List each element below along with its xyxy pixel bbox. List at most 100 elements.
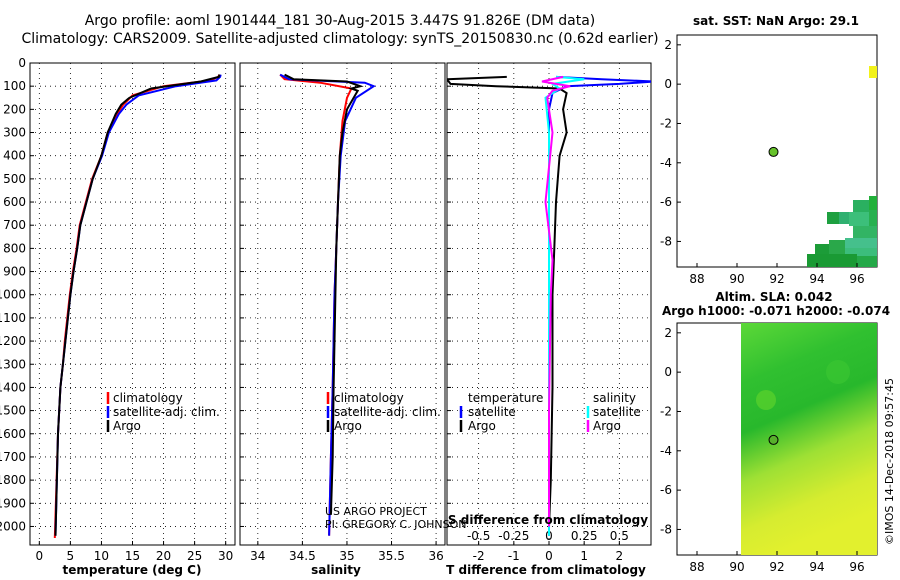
map-lat-label: 2 bbox=[664, 38, 672, 52]
x-tick-label: 35.5 bbox=[378, 549, 405, 563]
series-line-t-satellite bbox=[548, 75, 651, 536]
difference-legend: temperature satellite Argo salinity sate… bbox=[459, 391, 641, 433]
series-line-satellite bbox=[279, 73, 376, 536]
pressure-tick-label: 900 bbox=[3, 265, 26, 279]
pressure-tick-label: 500 bbox=[3, 172, 26, 186]
map-lon-label: 94 bbox=[809, 560, 824, 574]
grid-lines bbox=[30, 62, 651, 545]
series-line-argo bbox=[54, 74, 221, 536]
pressure-tick-labels: 0 100 200 300 400 500 600 700 800 900 1000 1100 1200… bbox=[0, 56, 26, 533]
pressure-tick-label: 1100 bbox=[0, 311, 26, 325]
salinity-legend: climatology satellite-adj. clim. Argo bbox=[326, 391, 441, 433]
map-lon-label: 88 bbox=[689, 272, 704, 286]
pressure-tick-label: 1700 bbox=[0, 450, 26, 464]
s-difference-xlabel: S difference from climatology bbox=[448, 513, 648, 527]
sla-map-title: Altim. SLA: 0.042 bbox=[715, 290, 832, 304]
map-lat-label: -2 bbox=[660, 116, 672, 130]
argo-position-marker bbox=[768, 146, 779, 157]
map-lon-label: 96 bbox=[849, 272, 864, 286]
legend-s-satellite: satellite bbox=[593, 405, 641, 419]
x-tick-label: 2 bbox=[616, 549, 624, 563]
x-tick-label: 20 bbox=[156, 549, 171, 563]
pressure-tick-label: 1600 bbox=[0, 427, 26, 441]
salinity-tick-labels: 34 34.5 35 35.5 36 bbox=[250, 549, 444, 563]
x-tick-label: 1 bbox=[580, 549, 588, 563]
map-lat-label: -6 bbox=[660, 195, 672, 209]
pressure-tick-label: 1900 bbox=[0, 496, 26, 510]
argo-position-marker bbox=[768, 434, 779, 445]
x2-tick-label: 0.25 bbox=[571, 529, 598, 543]
sla-map-subtitle: Argo h1000: -0.071 h2000: -0.074 bbox=[662, 304, 890, 318]
map-lon-label: 88 bbox=[689, 560, 704, 574]
map-lon-label: 92 bbox=[769, 272, 784, 286]
difference-tick-labels: -2 -1 0 1 2 -0.5 -0.25 0 0.25 0.5 bbox=[467, 529, 629, 563]
temperature-tick-labels: 0 5 10 15 20 25 30 bbox=[35, 549, 233, 563]
title-line-1: Argo profile: aoml 1901444_181 30-Aug-20… bbox=[85, 13, 596, 29]
credit-project: US ARGO PROJECT bbox=[325, 505, 427, 518]
sst-map-title: sat. SST: NaN Argo: 29.1 bbox=[693, 14, 859, 28]
x-tick-label: 34.5 bbox=[289, 549, 316, 563]
map-lat-label: 0 bbox=[664, 365, 672, 379]
title-line-2: Climatology: CARS2009. Satellite-adjuste… bbox=[21, 31, 658, 47]
x-tick-label: -2 bbox=[473, 549, 485, 563]
pressure-tick-label: 0 bbox=[18, 56, 26, 70]
series-line-s-argo bbox=[541, 75, 571, 527]
pressure-tick-label: 1000 bbox=[0, 288, 26, 302]
x-tick-label: 36 bbox=[428, 549, 443, 563]
sst-map-ticks: 88 90 92 94 96 2 0 -2 -4 -6 -8 bbox=[660, 38, 865, 286]
temperature-series bbox=[53, 74, 222, 539]
legend-climatology: climatology bbox=[113, 391, 183, 405]
pressure-tick-label: 600 bbox=[3, 195, 26, 209]
legend-salinity-header: salinity bbox=[593, 391, 636, 405]
difference-panel-frame bbox=[446, 62, 652, 546]
map-lat-label: -8 bbox=[660, 522, 672, 536]
legend-argo: Argo bbox=[334, 419, 362, 433]
pressure-tick-label: 300 bbox=[3, 126, 26, 140]
map-lon-label: 92 bbox=[769, 560, 784, 574]
x-tick-label: 5 bbox=[67, 549, 75, 563]
pressure-tick-label: 1500 bbox=[0, 404, 26, 418]
map-lat-label: -6 bbox=[660, 483, 672, 497]
legend-argo: Argo bbox=[113, 419, 141, 433]
salinity-series bbox=[279, 73, 376, 536]
pressure-tick-label: 1400 bbox=[0, 380, 26, 394]
temperature-legend: climatology satellite-adj. clim. Argo bbox=[106, 391, 220, 433]
map-lat-label: -4 bbox=[660, 444, 672, 458]
difference-xlabel: T difference from climatology bbox=[446, 563, 646, 577]
map-lon-label: 90 bbox=[729, 272, 744, 286]
salinity-xlabel: salinity bbox=[311, 563, 361, 577]
difference-series bbox=[447, 75, 651, 536]
x-tick-label: 10 bbox=[94, 549, 109, 563]
x-tick-label: 0 bbox=[35, 549, 43, 563]
pressure-tick-label: 1800 bbox=[0, 473, 26, 487]
map-lat-label: 2 bbox=[664, 326, 672, 340]
series-line-t-argo bbox=[447, 75, 568, 527]
map-lat-label: -8 bbox=[660, 234, 672, 248]
legend-t-satellite: satellite bbox=[468, 405, 516, 419]
map-lat-label: 0 bbox=[664, 77, 672, 91]
legend-climatology: climatology bbox=[334, 391, 404, 405]
legend-satellite: satellite-adj. clim. bbox=[113, 405, 220, 419]
x-tick-label: 34 bbox=[250, 549, 265, 563]
pressure-tick-label: 700 bbox=[3, 218, 26, 232]
map-lon-label: 94 bbox=[809, 272, 824, 286]
map-lon-label: 96 bbox=[849, 560, 864, 574]
legend-satellite: satellite-adj. clim. bbox=[334, 405, 441, 419]
x2-tick-label: 0.5 bbox=[610, 529, 629, 543]
series-line-argo bbox=[284, 73, 364, 515]
imos-stamp: ©IMOS 14-Dec-2018 09:57:45 bbox=[883, 378, 896, 545]
pressure-tick-label: 400 bbox=[3, 149, 26, 163]
pressure-tick-label: 1200 bbox=[0, 334, 26, 348]
legend-s-argo: Argo bbox=[593, 419, 621, 433]
x2-tick-label: -0.25 bbox=[498, 529, 529, 543]
x-tick-label: -1 bbox=[508, 549, 520, 563]
map-lon-label: 90 bbox=[729, 560, 744, 574]
pressure-tick-label: 2000 bbox=[0, 519, 26, 533]
temperature-panel-frame bbox=[29, 62, 236, 546]
legend-temperature-header: temperature bbox=[468, 391, 543, 405]
x2-tick-label: -0.5 bbox=[467, 529, 490, 543]
legend-t-argo: Argo bbox=[468, 419, 496, 433]
sla-field bbox=[741, 323, 877, 555]
map-lat-label: -2 bbox=[660, 404, 672, 418]
